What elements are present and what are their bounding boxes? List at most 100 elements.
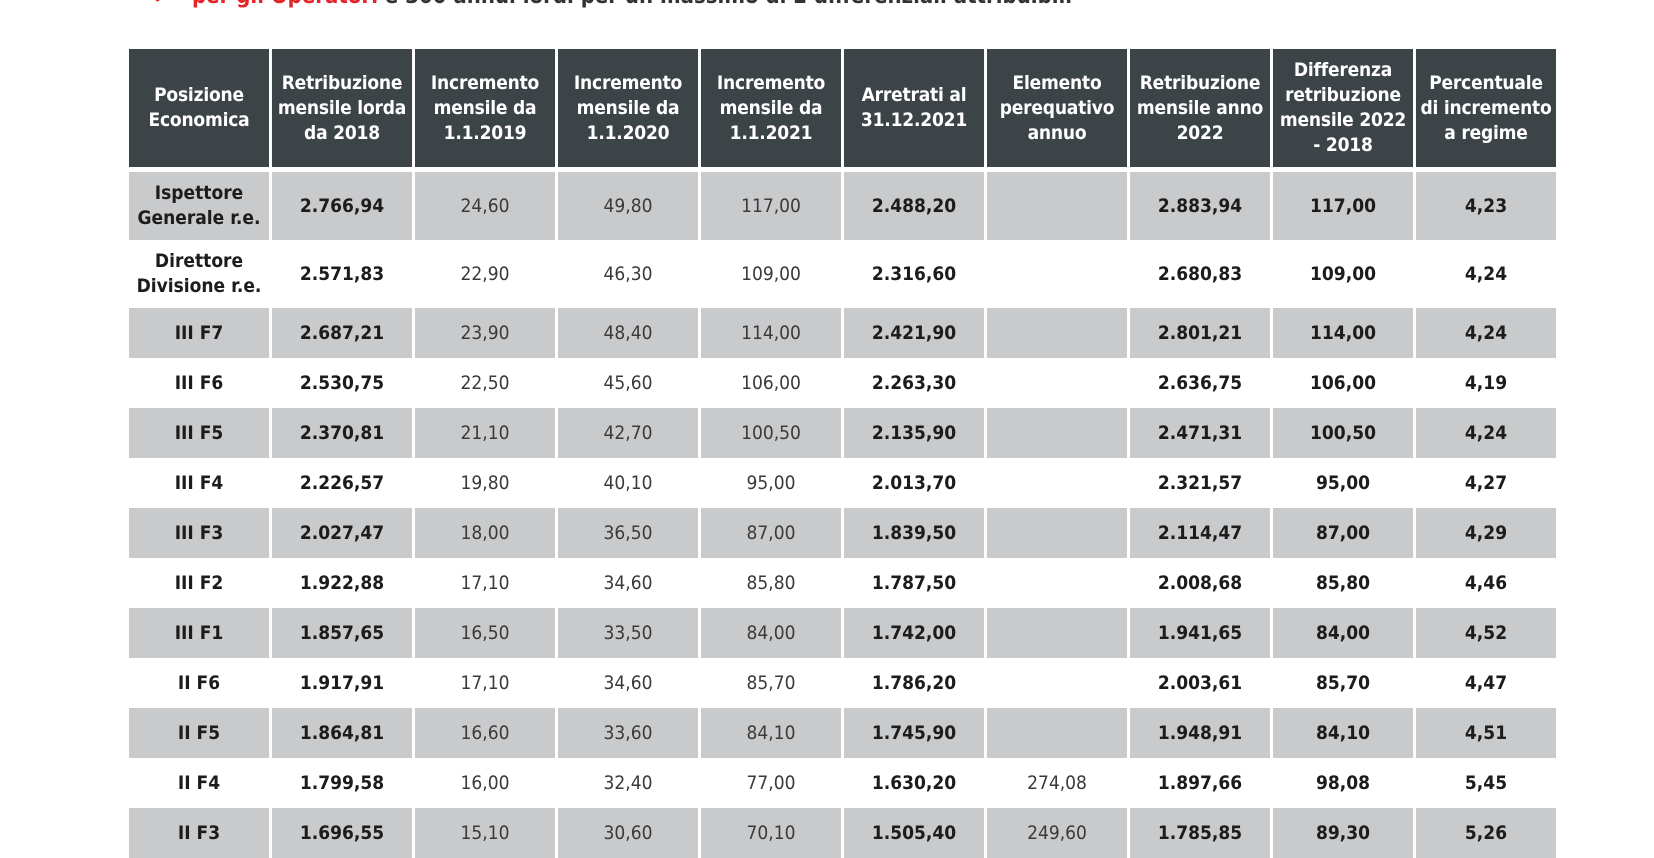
cell-arrears-2021: 1.786,20 bbox=[871, 672, 957, 694]
cell-salary-2022: 2.003,61 bbox=[1157, 672, 1243, 694]
cell-increment-2019: 21,10 bbox=[415, 408, 555, 458]
cell-increment-percentage: 4,24 bbox=[1464, 263, 1508, 285]
cell-increment-2020: 46,30 bbox=[603, 263, 653, 285]
cell-increment-2021: 109,00 bbox=[741, 263, 801, 285]
cell-equalization-element bbox=[987, 408, 1127, 458]
cell-increment-percentage: 4,24 bbox=[1416, 308, 1556, 358]
column-header: Retribuzione mensile anno 2022 bbox=[1130, 49, 1270, 167]
cell-increment-percentage: 4,27 bbox=[1464, 472, 1508, 494]
cell-increment-2019: 23,90 bbox=[415, 308, 555, 358]
header-gap bbox=[129, 167, 1556, 172]
cell-arrears-2021: 2.135,90 bbox=[844, 408, 984, 458]
cell-equalization-element bbox=[987, 240, 1127, 308]
cell-position: II F6 bbox=[177, 671, 221, 694]
cell-increment-2021: 95,00 bbox=[746, 472, 796, 494]
cell-position: Ispettore Generale r.e. bbox=[129, 172, 269, 240]
cell-increment-2021: 84,10 bbox=[701, 708, 841, 758]
cell-position: II F4 bbox=[177, 771, 221, 794]
header-caption-accent: per gli Operatori bbox=[192, 0, 378, 9]
cell-increment-2021: 87,00 bbox=[701, 508, 841, 558]
cell-equalization-element bbox=[987, 172, 1127, 240]
cell-salary-difference: 84,10 bbox=[1273, 708, 1413, 758]
cell-arrears-2021: 2.316,60 bbox=[871, 263, 957, 285]
cell-equalization-element bbox=[987, 708, 1127, 758]
cell-increment-2020: 32,40 bbox=[603, 772, 653, 794]
cell-increment-2020: 42,70 bbox=[558, 408, 698, 458]
cell-salary-2022: 1.785,85 bbox=[1130, 808, 1270, 858]
cell-equalization-element bbox=[987, 358, 1127, 408]
cell-arrears-2021: 2.263,30 bbox=[871, 372, 957, 394]
cell-salary-difference: 117,00 bbox=[1273, 172, 1413, 240]
cell-salary-2018: 2.370,81 bbox=[272, 408, 412, 458]
cell-equalization-element bbox=[987, 558, 1127, 608]
cell-increment-percentage: 4,19 bbox=[1464, 372, 1508, 394]
cell-salary-2022: 2.471,31 bbox=[1130, 408, 1270, 458]
cell-salary-2022: 2.636,75 bbox=[1157, 372, 1243, 394]
header-caption-text: per gli Operatori e 300 annui lordi per … bbox=[192, 0, 1072, 9]
cell-increment-2019: 18,00 bbox=[415, 508, 555, 558]
cell-equalization-element bbox=[987, 308, 1127, 358]
cell-salary-2022: 2.114,47 bbox=[1130, 508, 1270, 558]
cell-salary-difference: 100,50 bbox=[1273, 408, 1413, 458]
cell-arrears-2021: 2.488,20 bbox=[844, 172, 984, 240]
column-header: Retribuzione mensile lorda da 2018 bbox=[272, 49, 412, 167]
cell-salary-difference: 84,00 bbox=[1273, 608, 1413, 658]
table-row: III F7 2.687,21 23,90 48,40 114,00 2.421,90 2.… bbox=[129, 308, 1556, 358]
header-caption-rest: e 300 annui lordi per un massimo di 2 di… bbox=[378, 0, 1072, 9]
cell-salary-2018: 2.687,21 bbox=[272, 308, 412, 358]
cell-salary-difference: 89,30 bbox=[1273, 808, 1413, 858]
cell-increment-2021: 77,00 bbox=[746, 772, 796, 794]
column-header: Percentuale di incremento a regime bbox=[1416, 49, 1556, 167]
cell-increment-2020: 49,80 bbox=[558, 172, 698, 240]
table-row: III F1 1.857,65 16,50 33,50 84,00 1.742,00 1.9… bbox=[129, 608, 1556, 658]
cell-salary-2018: 1.857,65 bbox=[272, 608, 412, 658]
cell-increment-2021: 70,10 bbox=[701, 808, 841, 858]
table-row: III F6 2.530,75 22,50 45,60 106,00 2.263,30 2.… bbox=[129, 358, 1556, 408]
cell-increment-2019: 15,10 bbox=[415, 808, 555, 858]
cell-salary-2018: 1.696,55 bbox=[272, 808, 412, 858]
cell-increment-percentage: 4,46 bbox=[1464, 572, 1508, 594]
salary-table-container: Posizione Economica Retribuzione mensile… bbox=[129, 49, 1556, 858]
cell-arrears-2021: 1.742,00 bbox=[844, 608, 984, 658]
cell-arrears-2021: 1.505,40 bbox=[844, 808, 984, 858]
cell-salary-2022: 2.321,57 bbox=[1157, 472, 1243, 494]
cell-position: II F3 bbox=[129, 808, 269, 858]
cell-increment-percentage: 4,23 bbox=[1416, 172, 1556, 240]
cell-increment-2021: 114,00 bbox=[701, 308, 841, 358]
cell-salary-2018: 2.571,83 bbox=[299, 263, 385, 285]
cell-equalization-element: 274,08 bbox=[1027, 772, 1087, 794]
cell-salary-2018: 1.799,58 bbox=[299, 772, 385, 794]
cell-increment-percentage: 4,47 bbox=[1464, 672, 1508, 694]
cell-increment-2021: 85,70 bbox=[746, 672, 796, 694]
cell-increment-2020: 30,60 bbox=[558, 808, 698, 858]
cell-increment-2020: 34,60 bbox=[603, 672, 653, 694]
cell-arrears-2021: 1.787,50 bbox=[871, 572, 957, 594]
cell-equalization-element bbox=[987, 508, 1127, 558]
table-row: III F2 1.922,88 17,10 34,60 85,80 1.787,50 2.0… bbox=[129, 558, 1556, 608]
cell-equalization-element bbox=[987, 458, 1127, 508]
cell-salary-2022: 2.883,94 bbox=[1130, 172, 1270, 240]
column-header: Differenza retribuzione mensile 2022 - 2… bbox=[1273, 49, 1413, 167]
cell-increment-2021: 100,50 bbox=[701, 408, 841, 458]
cell-salary-2022: 2.680,83 bbox=[1157, 263, 1243, 285]
cell-arrears-2021: 1.630,20 bbox=[871, 772, 957, 794]
cell-increment-2020: 33,60 bbox=[558, 708, 698, 758]
cell-increment-2020: 40,10 bbox=[603, 472, 653, 494]
cell-position: II F5 bbox=[129, 708, 269, 758]
column-header: Posizione Economica bbox=[129, 49, 269, 167]
cell-increment-2020: 33,50 bbox=[558, 608, 698, 658]
cell-position: III F5 bbox=[129, 408, 269, 458]
cell-increment-2020: 36,50 bbox=[558, 508, 698, 558]
cell-increment-2019: 16,00 bbox=[460, 772, 510, 794]
cell-salary-difference: 85,70 bbox=[1315, 672, 1371, 694]
cell-increment-2019: 22,90 bbox=[460, 263, 510, 285]
cell-position: III F6 bbox=[174, 371, 224, 394]
cell-increment-2019: 22,50 bbox=[460, 372, 510, 394]
cell-salary-difference: 106,00 bbox=[1310, 372, 1376, 394]
cell-position: Direttore Divisione r.e. bbox=[136, 250, 262, 297]
cell-salary-difference: 109,00 bbox=[1310, 263, 1376, 285]
cell-salary-difference: 85,80 bbox=[1315, 572, 1371, 594]
cell-position: III F4 bbox=[174, 471, 224, 494]
column-header: Incremento mensile da 1.1.2019 bbox=[415, 49, 555, 167]
table-header-row: Posizione Economica Retribuzione mensile… bbox=[129, 49, 1556, 167]
